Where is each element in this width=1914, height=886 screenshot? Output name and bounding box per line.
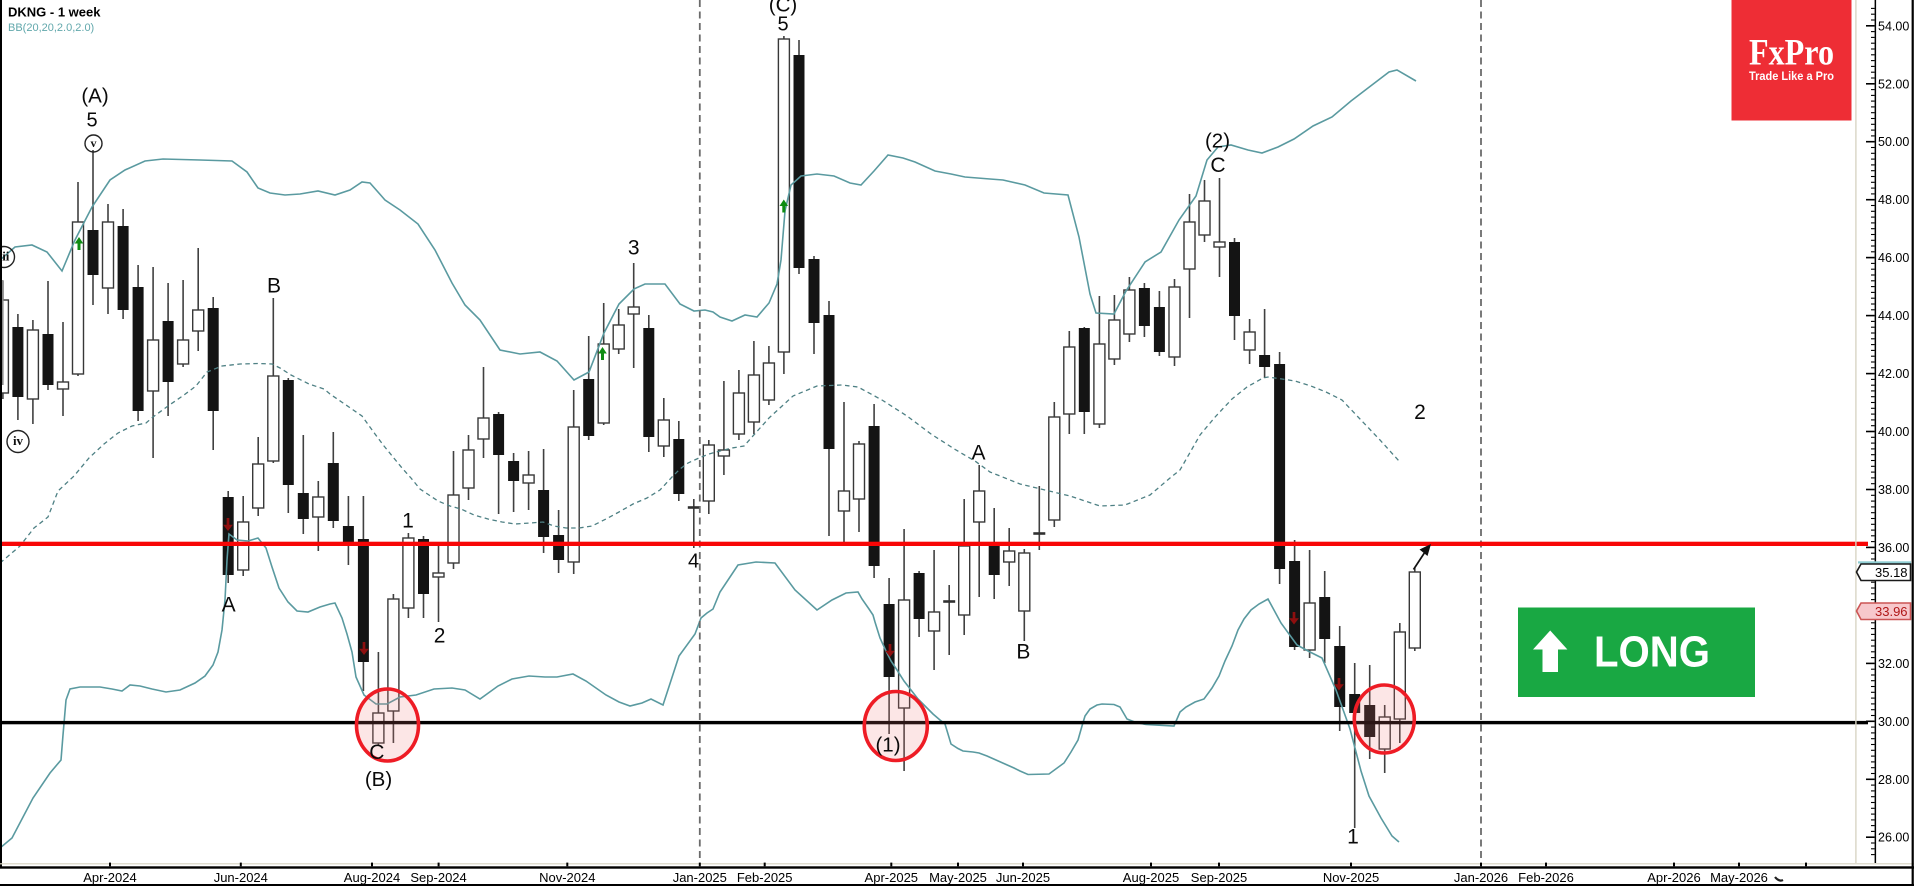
svg-text:Sep-2024: Sep-2024 — [410, 870, 466, 885]
svg-text:50.00: 50.00 — [1878, 135, 1909, 149]
svg-text:3: 3 — [628, 237, 640, 260]
svg-text:Aug-2025: Aug-2025 — [1123, 870, 1179, 885]
svg-text:42.00: 42.00 — [1878, 367, 1909, 381]
svg-text:26.00: 26.00 — [1878, 831, 1909, 845]
svg-text:38.00: 38.00 — [1878, 483, 1909, 497]
svg-text:LONG: LONG — [1594, 628, 1710, 677]
svg-text:iv: iv — [13, 433, 24, 448]
svg-text:2: 2 — [434, 625, 446, 648]
svg-text:5: 5 — [86, 109, 97, 131]
svg-text:DKNG - 1 week: DKNG - 1 week — [8, 5, 101, 20]
svg-text:(C): (C) — [769, 0, 797, 16]
svg-text:Jan-2026: Jan-2026 — [1454, 870, 1508, 885]
svg-text:1: 1 — [1347, 826, 1359, 849]
svg-text:Feb-2026: Feb-2026 — [1518, 870, 1574, 885]
svg-text:36.00: 36.00 — [1878, 541, 1909, 555]
svg-text:Jan-2025: Jan-2025 — [673, 870, 727, 885]
svg-text:Trade Like a Pro: Trade Like a Pro — [1749, 69, 1834, 83]
svg-text:44.00: 44.00 — [1878, 309, 1909, 323]
svg-text:A: A — [222, 594, 236, 617]
svg-text:54.00: 54.00 — [1878, 19, 1909, 33]
svg-text:v: v — [91, 136, 97, 150]
svg-text:C: C — [1210, 154, 1225, 177]
svg-text:1: 1 — [402, 510, 414, 533]
svg-text:35.18: 35.18 — [1875, 565, 1908, 580]
svg-text:B: B — [1016, 641, 1030, 664]
svg-text:Aug-2024: Aug-2024 — [344, 870, 400, 885]
svg-text:Jun-2024: Jun-2024 — [214, 870, 268, 885]
svg-text:Nov-2025: Nov-2025 — [1323, 870, 1379, 885]
svg-text:(B): (B) — [365, 768, 392, 791]
svg-text:46.00: 46.00 — [1878, 251, 1909, 265]
svg-text:40.00: 40.00 — [1878, 425, 1909, 439]
svg-text:(A): (A) — [81, 84, 108, 107]
svg-text:BB(20,20,2.0,2.0): BB(20,20,2.0,2.0) — [8, 22, 94, 34]
svg-text:2: 2 — [1414, 401, 1426, 424]
svg-text:52.00: 52.00 — [1878, 77, 1909, 91]
svg-text:Apr-2026: Apr-2026 — [1647, 870, 1700, 885]
svg-text:C: C — [369, 741, 384, 764]
svg-text:30.00: 30.00 — [1878, 715, 1909, 729]
svg-text:Nov-2024: Nov-2024 — [539, 870, 595, 885]
svg-text:Jun-2025: Jun-2025 — [996, 870, 1050, 885]
svg-text:4: 4 — [688, 550, 699, 572]
svg-text:B: B — [267, 275, 281, 298]
svg-text:May-2026: May-2026 — [1710, 870, 1768, 885]
svg-text:32.00: 32.00 — [1878, 657, 1909, 671]
svg-text:A: A — [971, 442, 985, 465]
svg-text:FxPro: FxPro — [1749, 33, 1834, 74]
svg-text:Apr-2025: Apr-2025 — [865, 870, 918, 885]
svg-text:May-2025: May-2025 — [929, 870, 987, 885]
svg-text:33.96: 33.96 — [1875, 604, 1908, 619]
svg-text:48.00: 48.00 — [1878, 193, 1909, 207]
svg-text:Apr-2024: Apr-2024 — [83, 870, 136, 885]
svg-text:Feb-2025: Feb-2025 — [737, 870, 793, 885]
svg-text:Sep-2025: Sep-2025 — [1191, 870, 1247, 885]
svg-text:5: 5 — [777, 13, 788, 35]
svg-text:28.00: 28.00 — [1878, 773, 1909, 787]
svg-text:iii: iii — [0, 248, 10, 263]
svg-text:(1): (1) — [875, 733, 900, 756]
svg-text:(2): (2) — [1205, 129, 1230, 152]
